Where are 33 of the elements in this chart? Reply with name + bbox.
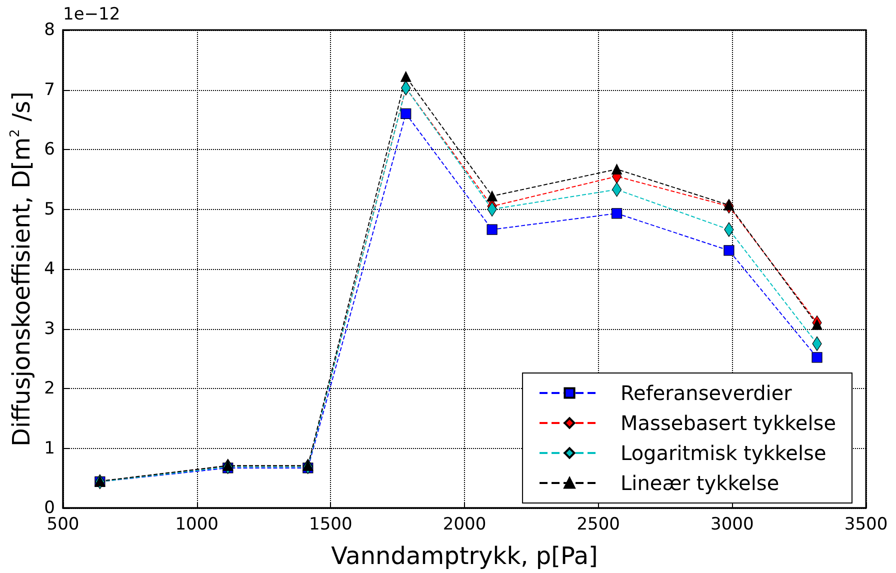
text: 1e−12	[63, 4, 120, 24]
legend-label: Lineær tykkelse	[620, 471, 780, 495]
y-tick-label: 5	[44, 199, 55, 220]
legend-label: Referanseverdier	[620, 381, 793, 405]
point	[724, 245, 734, 256]
point	[724, 200, 734, 210]
legend-label: Logaritmisk tykkelse	[620, 441, 826, 465]
point	[612, 208, 622, 219]
point	[400, 71, 412, 82]
x-tick-label: 2500	[576, 514, 620, 534]
y-tick-label: 4	[44, 259, 55, 279]
point	[812, 319, 822, 330]
y-tick-label: 3	[44, 318, 55, 339]
y-axis-title: Diffusjonskoeffisient, D[m2 /s]	[7, 91, 36, 447]
y-tick-label: 8	[44, 20, 55, 40]
x-axis-title: Vanndamptrykk, p[Pa]	[331, 542, 598, 570]
x-tick-label: 1000	[175, 514, 218, 534]
point	[486, 224, 498, 235]
y-tick-label: 2	[44, 378, 55, 398]
point	[612, 164, 622, 175]
point	[486, 190, 498, 202]
y-tick-label: 6	[44, 140, 55, 160]
x-tick-label: 3000	[710, 514, 754, 534]
x-tick-label: 1500	[309, 514, 352, 534]
point	[812, 352, 822, 363]
point	[400, 108, 412, 119]
point	[222, 460, 234, 471]
legend-label: Massebasert tykkelse	[620, 411, 836, 435]
point	[302, 460, 314, 471]
x-tick-label: 3500	[844, 514, 888, 534]
y-tick-label: 1	[44, 438, 55, 458]
x-tick-label: 2000	[442, 514, 486, 534]
y-tick-label: 7	[44, 80, 55, 100]
